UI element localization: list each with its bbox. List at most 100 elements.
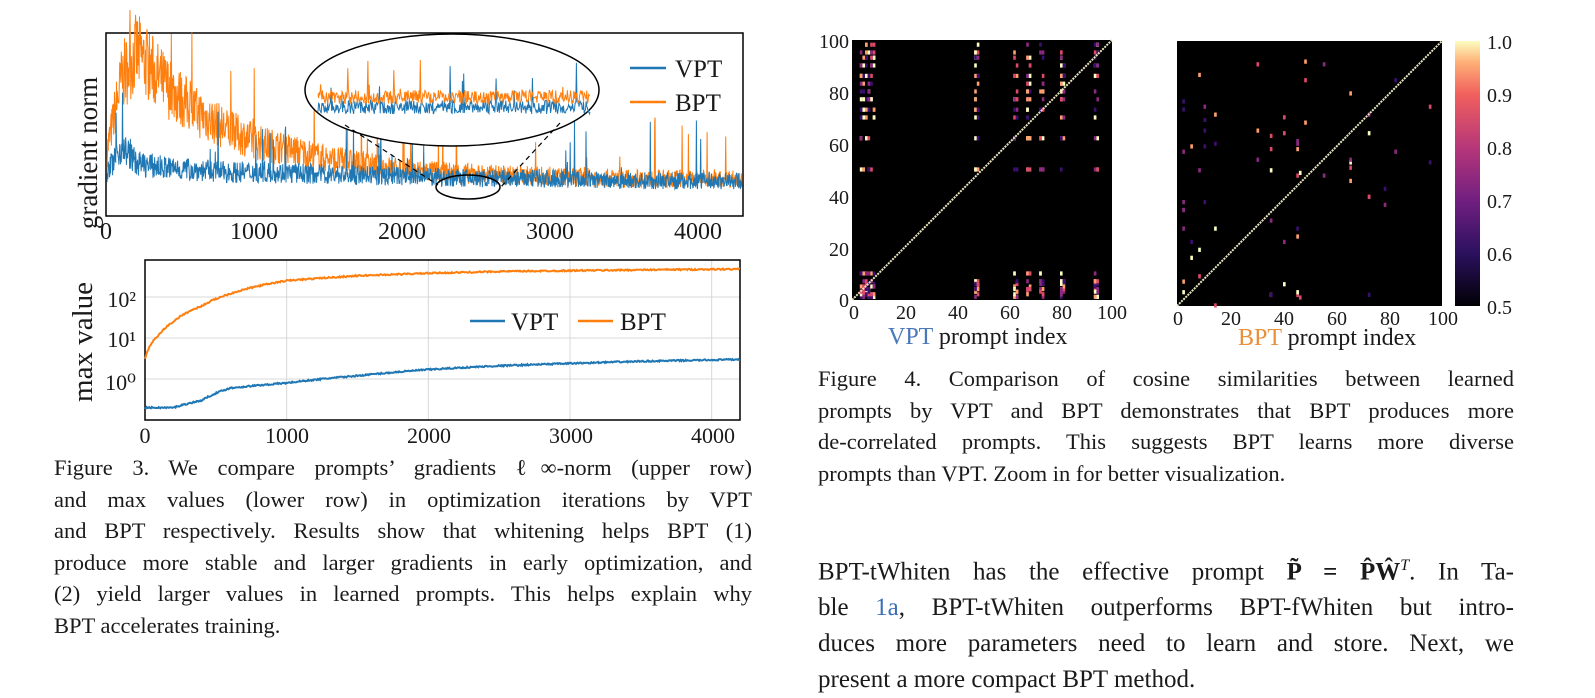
similarity-heatmaps: 100 80 60 40 20 0 0 20 40 60 80 100 VPT … bbox=[819, 31, 1512, 351]
vpt-xtick: 20 bbox=[896, 302, 916, 324]
bpt-heatmap-cell bbox=[1198, 247, 1201, 252]
bpt-heatmap-cell bbox=[1322, 173, 1326, 178]
vpt-heatmap-cell bbox=[974, 63, 977, 68]
bpt-heatmap-cell bbox=[1296, 290, 1299, 295]
figure4-caption-line: prompts by VPT and BPT demonstrates that… bbox=[818, 397, 1514, 423]
vpt-heatmap-cell bbox=[862, 279, 865, 284]
vpt-heatmap-cell bbox=[872, 63, 876, 68]
vpt-heatmap-cell bbox=[1093, 50, 1097, 55]
vpt-heatmap-cell bbox=[870, 50, 873, 55]
vpt-heatmap-cell bbox=[865, 42, 868, 47]
vpt-heatmap-cell bbox=[1026, 167, 1029, 172]
vpt-heatmap-cell bbox=[862, 63, 865, 68]
zoom-inset-ellipse bbox=[304, 33, 600, 147]
vpt-heatmap-cell bbox=[1060, 115, 1063, 120]
bpt-heatmap-cell bbox=[1298, 170, 1302, 176]
vpt-heatmap-cell bbox=[862, 284, 865, 289]
bottom-legend-bpt-label: BPT bbox=[620, 309, 666, 336]
vpt-heatmap-cell bbox=[976, 284, 980, 289]
vpt-heatmap-cell bbox=[1015, 115, 1019, 120]
top-xtick: 0 bbox=[100, 219, 112, 245]
vpt-heatmap-cell bbox=[865, 292, 868, 297]
vpt-heatmap-cell bbox=[974, 89, 977, 94]
vpt-heatmap-cell bbox=[872, 284, 876, 289]
vpt-heatmap-cell bbox=[865, 63, 868, 68]
vpt-heatmap-cell bbox=[1093, 115, 1097, 120]
vpt-heatmap-cell bbox=[859, 292, 863, 297]
vpt-heatmap-cell bbox=[1096, 294, 1099, 299]
vpt-heatmap-cell bbox=[1041, 97, 1045, 102]
figure3-caption-line: Figure 3. We compare prompts’ gradients … bbox=[54, 455, 752, 480]
vpt-heatmap-cell bbox=[974, 289, 977, 294]
vpt-heatmap-cell bbox=[872, 294, 876, 299]
vpt-heatmap-cell bbox=[974, 281, 977, 286]
figure4-caption-line: prompts than VPT. Zoom in for better vis… bbox=[818, 460, 1286, 486]
bpt-heatmap-cell bbox=[1269, 168, 1273, 173]
vpt-xlabel-suffix: prompt index bbox=[939, 324, 1068, 350]
vpt-heatmap-cell bbox=[865, 97, 868, 102]
bpt-heatmap-cell bbox=[1383, 186, 1387, 192]
colorbar-tick: 0.8 bbox=[1487, 138, 1512, 160]
body-line: duces more parameters need to learn and … bbox=[818, 630, 1514, 658]
vpt-heatmap-cell bbox=[859, 284, 863, 289]
figure3-caption-line: and max values (lower row) in optimizati… bbox=[54, 486, 752, 512]
bpt-heatmap-diagonal bbox=[1176, 40, 1443, 307]
bpt-heatmap-cell bbox=[1203, 128, 1207, 133]
vpt-heatmap-cell bbox=[1013, 55, 1016, 60]
vpt-heatmap-cell bbox=[1060, 294, 1063, 299]
figure4-caption-line: de-correlated prompts. This suggests BPT… bbox=[818, 429, 1514, 454]
vpt-heatmap-cell bbox=[1093, 167, 1097, 172]
vpt-heatmap-cell bbox=[1096, 281, 1099, 286]
vpt-heatmap-cell bbox=[867, 281, 871, 286]
bpt-heatmap-cell bbox=[1203, 200, 1207, 205]
bpt-heatmap-cell bbox=[1198, 168, 1201, 173]
vpt-heatmap-cell bbox=[1015, 167, 1019, 172]
vpt-heatmap-cell bbox=[976, 281, 980, 286]
bpt-xlabel-suffix: prompt index bbox=[1288, 325, 1417, 351]
figure3: gradient norm VPT BPT 0 1000 2000 3000 4… bbox=[0, 0, 770, 460]
vpt-heatmap-cell bbox=[1093, 136, 1097, 141]
vpt-heatmap-cell bbox=[867, 271, 871, 276]
vpt-heatmap-cell bbox=[865, 287, 868, 292]
vpt-heatmap-cell bbox=[1026, 81, 1029, 86]
bpt-heatmap-cell bbox=[1256, 157, 1260, 162]
colorbar-tick: 0.7 bbox=[1487, 191, 1512, 213]
vpt-heatmap-cell bbox=[1015, 107, 1019, 112]
svg-text:VPT prompt index: VPT prompt index bbox=[888, 324, 1068, 350]
vpt-heatmap-cell bbox=[859, 271, 863, 276]
vpt-heatmap-cell bbox=[1062, 287, 1066, 292]
vpt-heatmap-cell bbox=[974, 55, 977, 60]
max-value-ylabel: max value bbox=[67, 282, 99, 402]
vpt-heatmap-cell bbox=[865, 50, 868, 55]
vpt-heatmap-cell bbox=[976, 279, 980, 284]
vpt-heatmap-cell bbox=[1028, 81, 1032, 86]
vpt-heatmap-cell bbox=[1096, 42, 1099, 47]
vpt-heatmap-cell bbox=[1039, 107, 1042, 112]
bpt-heatmap-cell bbox=[1367, 194, 1371, 199]
table-1a-link[interactable]: 1a bbox=[875, 594, 899, 622]
vpt-heatmap-cell bbox=[1013, 73, 1016, 78]
vpt-ytick: 60 bbox=[829, 135, 849, 157]
bpt-heatmap-cell bbox=[1256, 62, 1260, 67]
zoom-connector-right bbox=[498, 122, 561, 190]
vpt-heatmap-cell bbox=[1093, 73, 1097, 78]
vpt-heatmap-cell bbox=[859, 89, 863, 94]
bottom-xtick: 4000 bbox=[691, 423, 735, 448]
vpt-heatmap-cell bbox=[1013, 292, 1016, 297]
vpt-heatmap-cell bbox=[974, 167, 977, 172]
vpt-heatmap-cell bbox=[1039, 279, 1042, 284]
bpt-heatmap-cell bbox=[1182, 207, 1185, 213]
bpt-heatmap-cell bbox=[1322, 62, 1326, 67]
vpt-ytick: 100 bbox=[819, 31, 849, 53]
colorbar-tick: 0.6 bbox=[1487, 244, 1512, 266]
vpt-heatmap-cell bbox=[859, 81, 863, 86]
vpt-heatmap-cell bbox=[1041, 73, 1045, 78]
figure3-caption: Figure 3. We compare prompts’ gradients … bbox=[54, 452, 752, 641]
vpt-heatmap-cell bbox=[1039, 287, 1042, 292]
vpt-heatmap-cell bbox=[1060, 55, 1063, 60]
vpt-heatmap-cell bbox=[1028, 136, 1032, 141]
vpt-heatmap-cell bbox=[976, 115, 980, 120]
vpt-heatmap-cell bbox=[870, 81, 873, 86]
bpt-heatmap-cell bbox=[1182, 107, 1185, 112]
vpt-heatmap-cell bbox=[1039, 89, 1042, 94]
